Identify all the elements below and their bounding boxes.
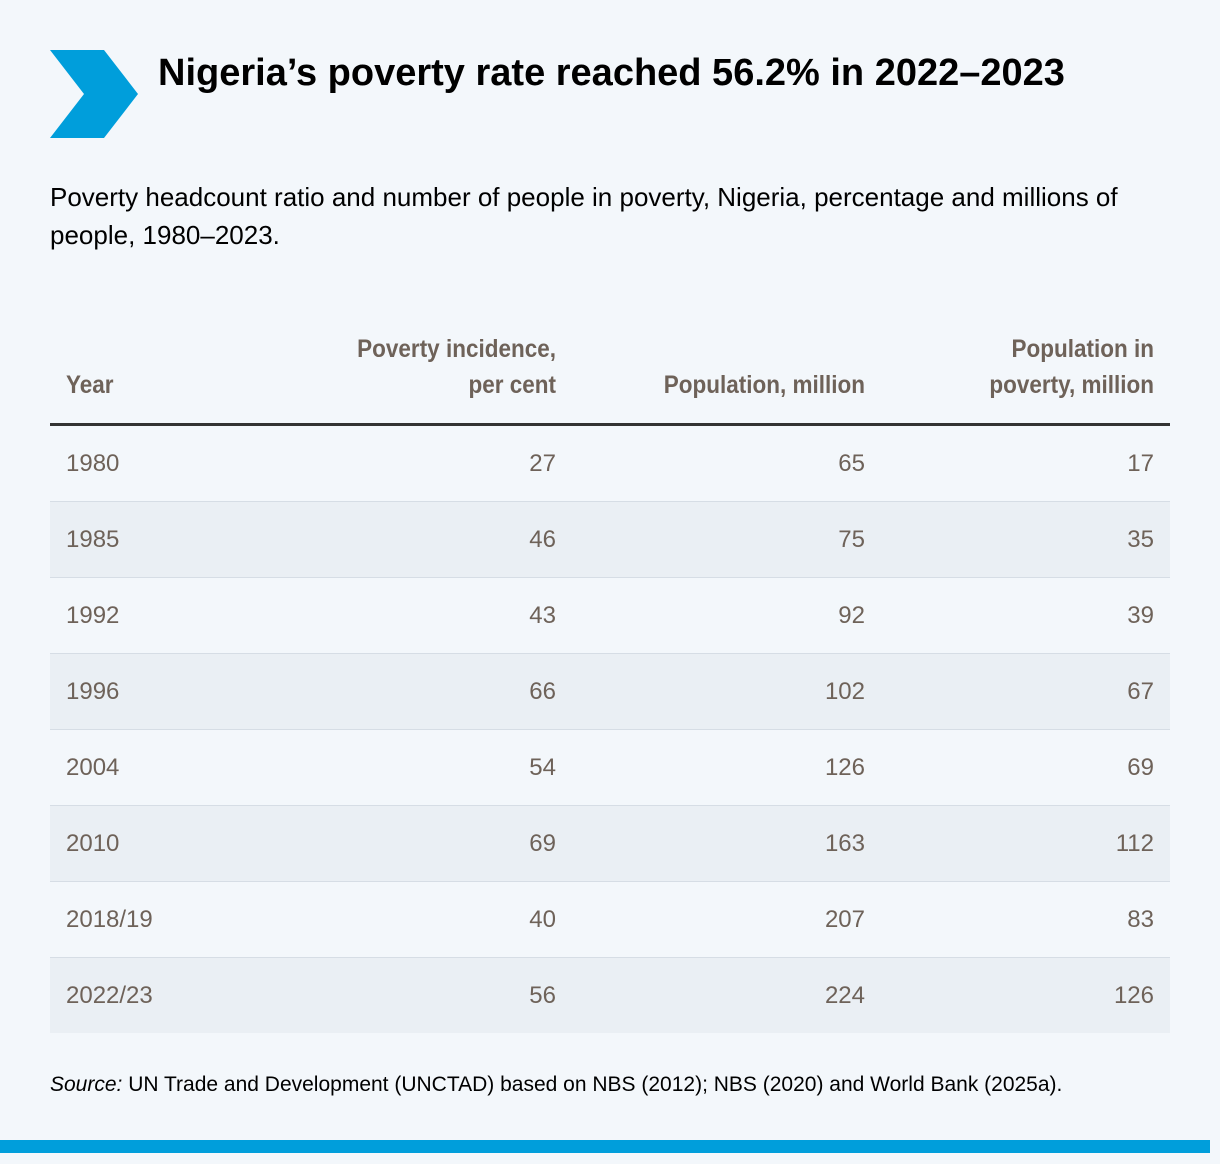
cell-year: 1996 (66, 678, 120, 705)
chevron-right-icon (50, 50, 138, 138)
table-row: 2022/23 56 224 126 (50, 958, 1170, 1033)
cell-year: 2004 (66, 754, 120, 781)
cell-year: 2022/23 (66, 982, 153, 1009)
cell-poverty-incidence: 40 (529, 906, 556, 933)
cell-poverty-incidence: 56 (529, 982, 556, 1009)
cell-population: 65 (838, 450, 865, 477)
cell-population: 92 (838, 602, 865, 629)
cell-year: 2018/19 (66, 906, 153, 933)
cell-year: 1980 (66, 450, 120, 477)
cell-population-in-poverty: 112 (1115, 830, 1154, 857)
cell-population: 163 (824, 830, 865, 857)
cell-population: 224 (824, 982, 865, 1009)
cell-population: 126 (824, 754, 865, 781)
table-body: 1980 27 65 17 1985 46 75 35 1992 43 92 39 1996 66 102 6… (50, 426, 1170, 1033)
cell-population-in-poverty: 69 (1127, 754, 1154, 781)
chart-subtitle: Poverty headcount ratio and number of pe… (50, 182, 1118, 250)
cell-population: 75 (838, 526, 865, 553)
cell-poverty-incidence: 46 (529, 526, 556, 553)
cell-year: 1985 (66, 526, 120, 553)
cell-poverty-incidence: 69 (529, 830, 556, 857)
cell-population-in-poverty: 17 (1127, 450, 1154, 477)
column-header-poverty-incidence: Poverty incidence, per cent (357, 335, 556, 399)
cell-population-in-poverty: 39 (1127, 602, 1154, 629)
bottom-accent-bar (0, 1140, 1210, 1153)
page-title: Nigeria’s poverty rate reached 56.2% in … (158, 52, 1065, 94)
cell-population-in-poverty: 35 (1127, 526, 1154, 553)
cell-poverty-incidence: 66 (529, 678, 556, 705)
table-row: 1985 46 75 35 (50, 502, 1170, 578)
cell-population-in-poverty: 126 (1113, 982, 1154, 1009)
table-row: 1992 43 92 39 (50, 578, 1170, 654)
source-note: Source: UN Trade and Development (UNCTAD… (50, 1070, 1170, 1100)
column-header-year: Year (66, 371, 114, 399)
table-row: 1996 66 102 67 (50, 654, 1170, 730)
column-header-population: Population, million (663, 371, 865, 399)
cell-year: 2010 (66, 830, 120, 857)
cell-poverty-incidence: 54 (529, 754, 556, 781)
cell-population-in-poverty: 67 (1127, 678, 1154, 705)
cell-poverty-incidence: 43 (529, 602, 556, 629)
table-row: 2018/19 40 207 83 (50, 882, 1170, 958)
table-row: 2010 69 163 112 (50, 806, 1170, 882)
cell-population: 102 (824, 678, 865, 705)
cell-population: 207 (824, 906, 865, 933)
cell-population-in-poverty: 83 (1127, 906, 1154, 933)
column-header-population-in-poverty: Population in poverty, million (989, 335, 1154, 399)
cell-year: 1992 (66, 602, 120, 629)
table-row: 2004 54 126 69 (50, 730, 1170, 806)
table-header: Year Poverty incidence, per cent Populati… (50, 328, 1170, 426)
table-row: 1980 27 65 17 (50, 426, 1170, 502)
source-label: Source: (50, 1073, 123, 1096)
cell-poverty-incidence: 27 (529, 450, 556, 477)
poverty-table: Year Poverty incidence, per cent Populati… (50, 328, 1170, 1033)
source-text: UN Trade and Development (UNCTAD) based … (122, 1073, 1063, 1096)
